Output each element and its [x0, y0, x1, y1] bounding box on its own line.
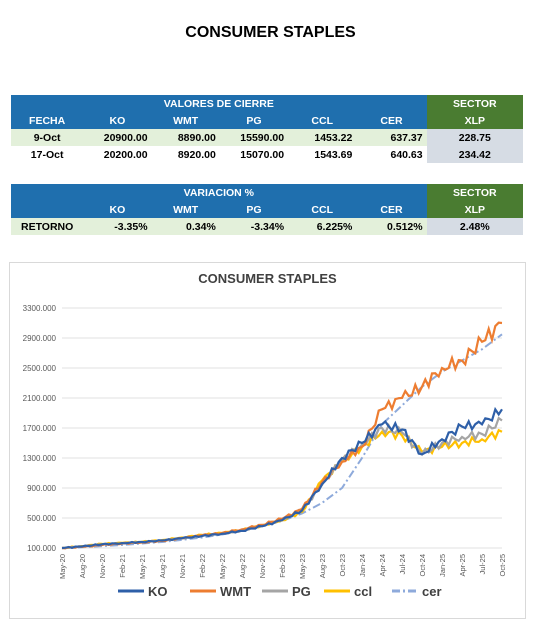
y-tick-label: 2900.000: [23, 334, 57, 343]
retorno-label: RETORNO: [20, 220, 74, 233]
x-tick-label: Nov-21: [178, 554, 187, 578]
cell-value: 20200.00: [103, 148, 148, 161]
page-title: CONSUMER STAPLES: [185, 24, 356, 41]
table1-sector-header: SECTOR: [426, 95, 523, 112]
x-tick-label: Apr-25: [458, 554, 467, 577]
y-tick-label: 3300.000: [23, 304, 57, 313]
legend-label-pg: PG: [292, 584, 311, 599]
x-tick-label: May-22: [218, 554, 227, 579]
x-tick-label: Aug-20: [78, 554, 87, 578]
x-tick-label: Oct-25: [498, 554, 507, 577]
y-tick-label: 2100.000: [23, 394, 57, 403]
series-line-ko: [61, 406, 503, 550]
table2-group-header: VARIACION %: [11, 184, 427, 201]
x-tick-label: Jul-24: [398, 554, 407, 574]
cell-value: 8920.00: [177, 148, 216, 161]
x-tick-label: Jul-25: [478, 554, 487, 574]
series-line-cer: [61, 333, 503, 549]
col-header-ccl: CCL: [288, 112, 357, 129]
col-header-ko: KO: [83, 201, 152, 218]
row-date: 9-Oct: [33, 131, 61, 144]
legend-label-ccl: ccl: [354, 584, 372, 599]
cell-return: -3.34%: [250, 220, 285, 233]
x-tick-label: Nov-20: [98, 554, 107, 578]
x-tick-label: May-20: [58, 554, 67, 579]
y-tick-label: 500.000: [27, 514, 56, 523]
x-tick-label: Feb-22: [198, 554, 207, 578]
x-tick-label: Aug-23: [318, 554, 327, 578]
y-tick-label: 1300.000: [23, 454, 57, 463]
xlp-return: 2.48%: [426, 218, 523, 235]
x-tick-label: Feb-23: [278, 554, 287, 578]
y-tick-label: 900.000: [27, 484, 56, 493]
col-header-cer: CER: [356, 112, 427, 129]
cell-value: 8890.00: [177, 131, 216, 144]
y-tick-label: 2500.000: [23, 364, 57, 373]
line-chart: 100.000 500.000 900.000 1300.000 1700.000 210…: [23, 304, 507, 599]
x-tick-label: May-23: [298, 554, 307, 579]
col-header-pg: PG: [219, 201, 289, 218]
col-header-pg: PG: [219, 112, 289, 129]
table1-group-header: VALORES DE CIERRE: [11, 95, 427, 112]
cell-return: 0.512%: [386, 220, 423, 233]
table1-xlp-header: XLP: [426, 112, 523, 129]
col-header-wmt: WMT: [151, 112, 220, 129]
table2-sector-header: SECTOR: [426, 184, 523, 201]
variation-table: VARIACION % SECTOR KO WMT PG CCL CER XLP…: [11, 184, 523, 235]
chart-title: CONSUMER STAPLES: [198, 271, 337, 286]
cell-return: 6.225%: [316, 220, 353, 233]
cell-value: 20900.00: [103, 131, 148, 144]
col-header-wmt: WMT: [151, 201, 220, 218]
col-header-cer: CER: [356, 201, 427, 218]
cell-return: -3.35%: [114, 220, 148, 233]
x-tick-label: Aug-21: [158, 554, 167, 578]
series-line-pg: [61, 416, 503, 550]
col-header-ccl: CCL: [288, 201, 357, 218]
closing-values-table: VALORES DE CIERRE SECTOR FECHA KO WMT PG…: [11, 95, 523, 163]
legend-label-cer: cer: [422, 584, 442, 599]
cell-value: 15590.00: [240, 131, 285, 144]
legend-label-ko: KO: [148, 584, 168, 599]
x-tick-label: Nov-22: [258, 554, 267, 578]
xlp-value: 234.42: [426, 146, 523, 163]
x-tick-label: Oct-24: [418, 554, 427, 577]
cell-value: 1543.69: [314, 148, 353, 161]
y-tick-label: 100.000: [27, 544, 56, 553]
x-tick-label: Apr-24: [378, 554, 387, 577]
series-line-wmt: [61, 321, 503, 550]
chart-area: CONSUMER STAPLES 100.000 500.000 900.000 13…: [9, 262, 526, 619]
xlp-value: 228.75: [426, 129, 523, 146]
table2-xlp-header: XLP: [426, 201, 523, 218]
cell-return: 0.34%: [186, 220, 216, 233]
x-tick-label: Jan-24: [358, 554, 367, 577]
cell-value: 1453.22: [314, 131, 353, 144]
col-header-ko: KO: [83, 112, 152, 129]
cell-value: 15070.00: [240, 148, 285, 161]
x-tick-label: Oct-23: [338, 554, 347, 577]
x-tick-label: Feb-21: [118, 554, 127, 578]
x-tick-label: Aug-22: [238, 554, 247, 578]
cell-value: 637.37: [390, 131, 423, 144]
x-tick-label: Jan-25: [438, 554, 447, 577]
fecha-header: FECHA: [11, 112, 84, 129]
row-date: 17-Oct: [30, 148, 64, 161]
cell-value: 640.63: [390, 148, 423, 161]
y-tick-label: 1700.000: [23, 424, 57, 433]
legend-label-wmt: WMT: [220, 584, 251, 599]
x-tick-label: May-21: [138, 554, 147, 579]
